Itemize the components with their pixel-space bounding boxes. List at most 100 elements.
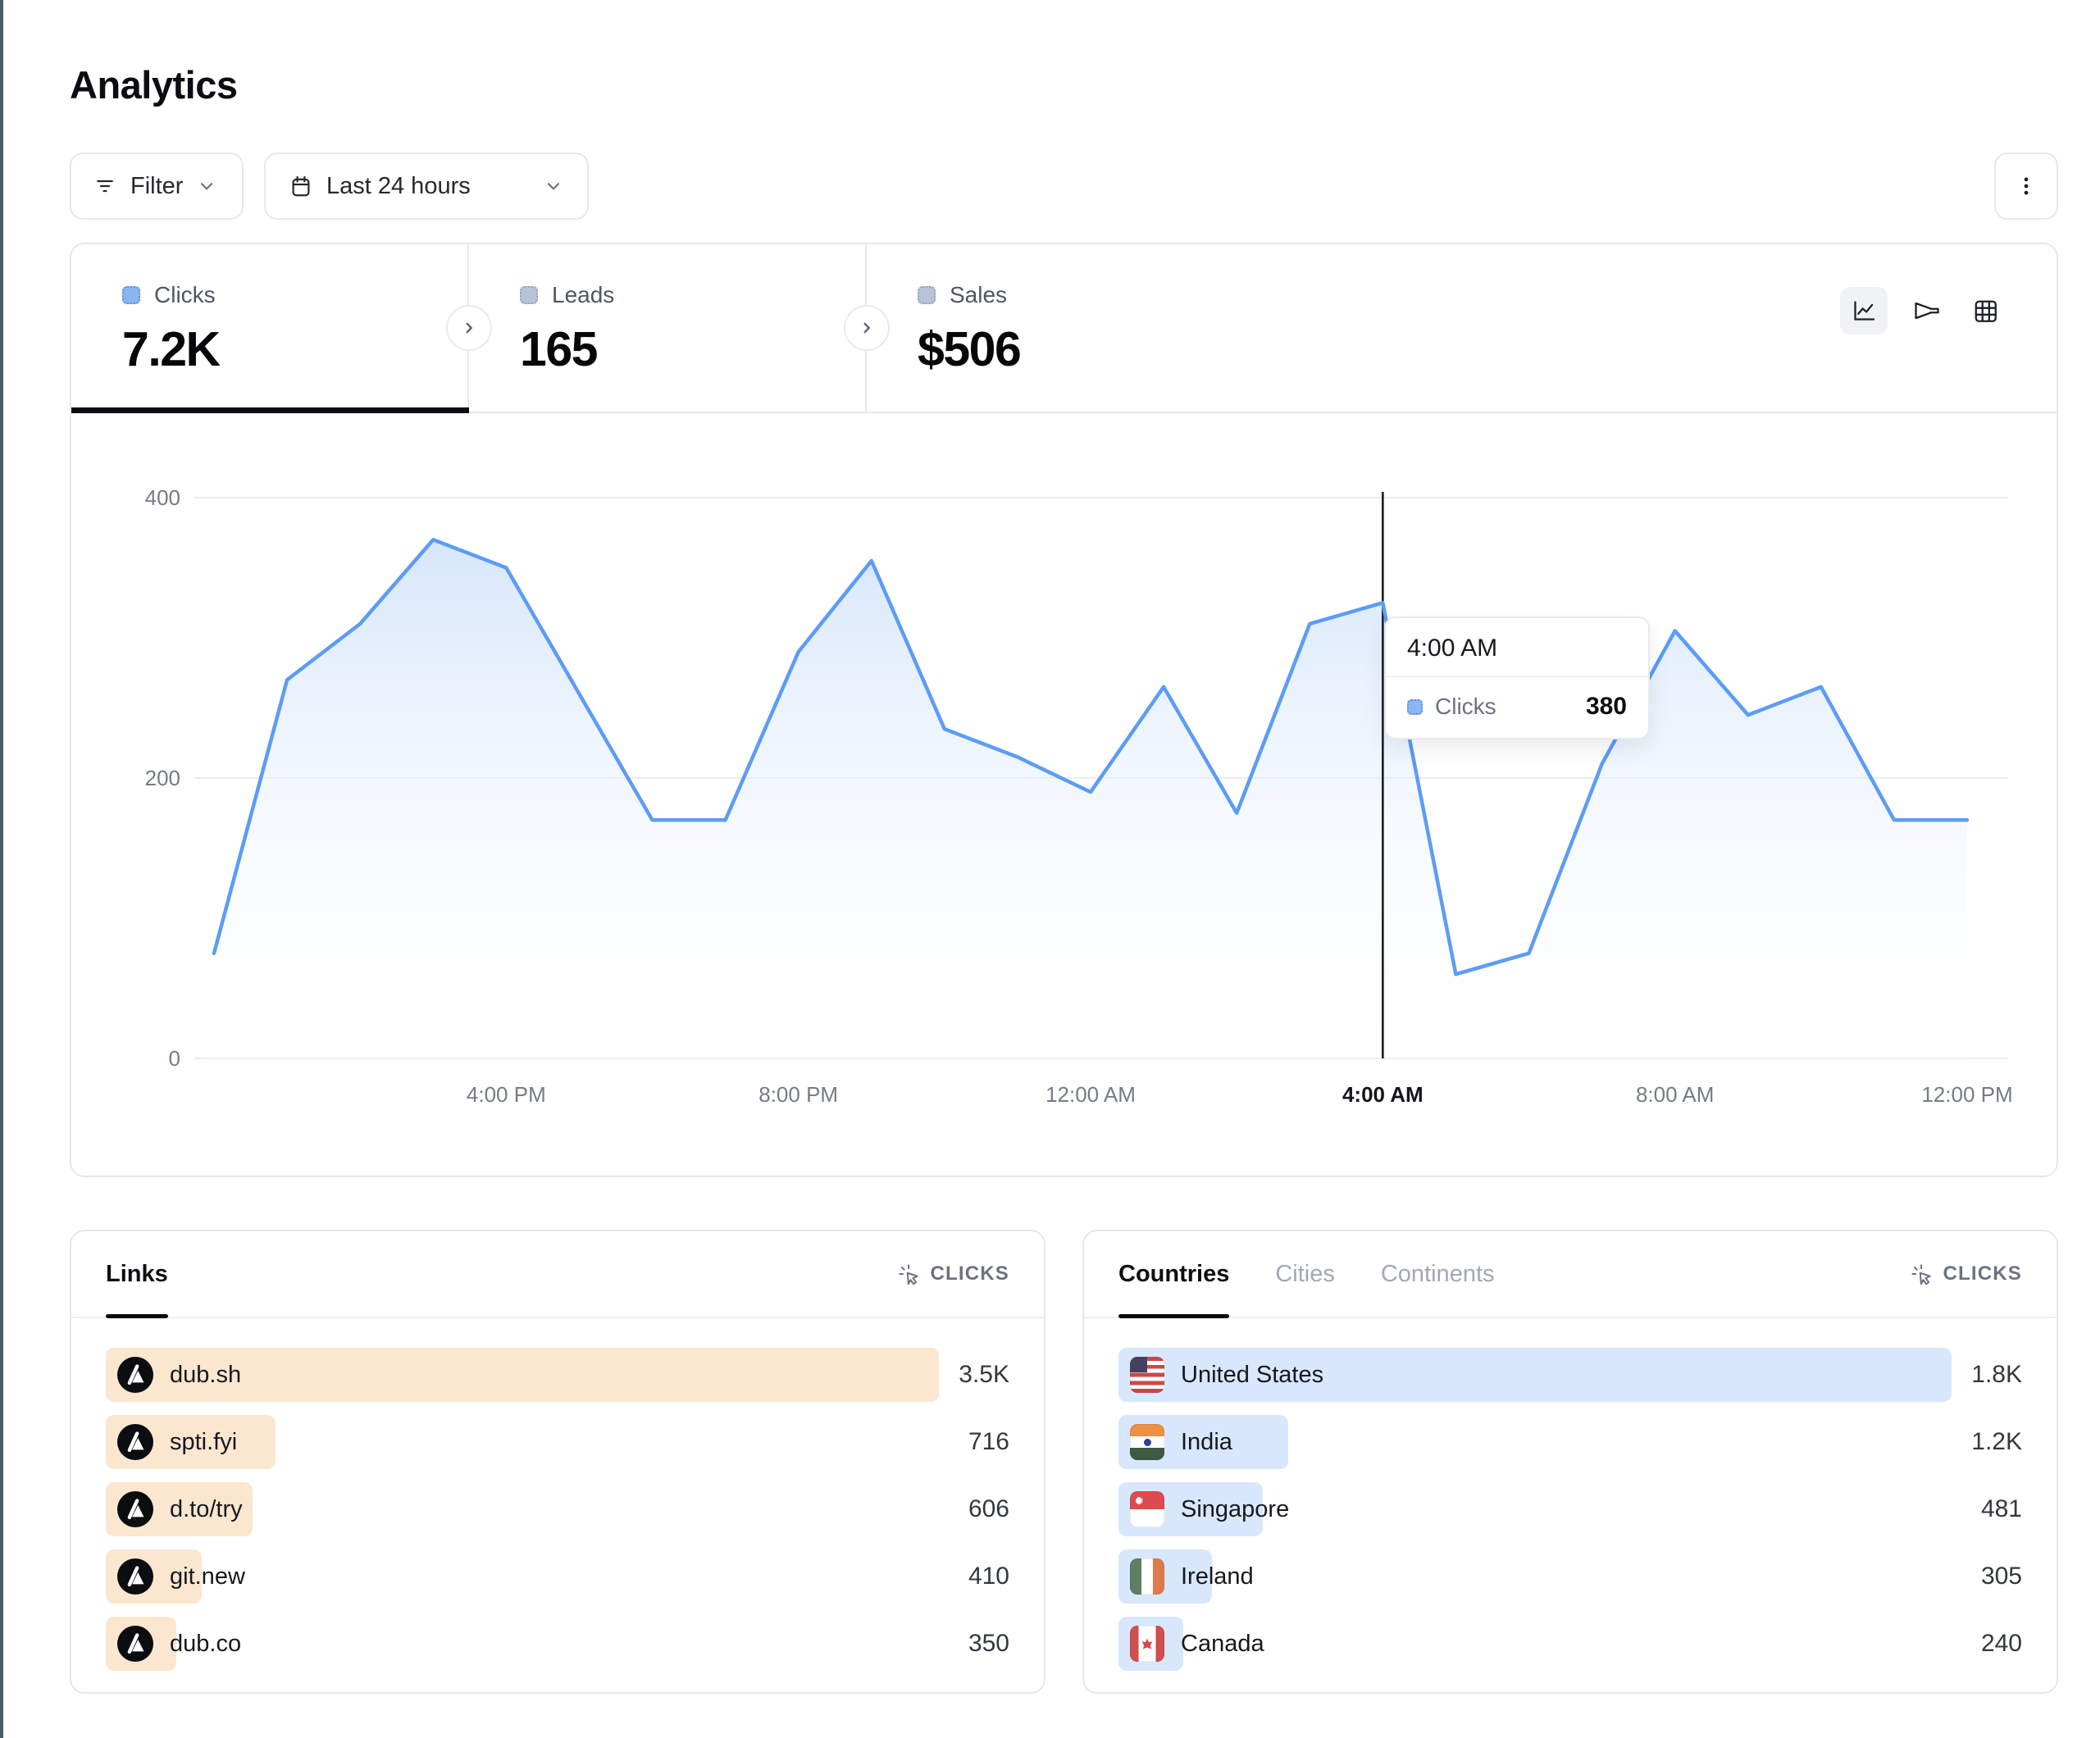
dub-logo	[117, 1424, 153, 1460]
filter-button[interactable]: Filter	[70, 152, 244, 220]
chevron-down-icon	[543, 175, 564, 197]
table-icon	[1970, 296, 2000, 325]
chevron-down-icon	[196, 175, 217, 197]
links-panel: Links CLICKS dub.sh 3.5K spti.fyi 716 d.to/t…	[70, 1230, 1045, 1694]
countries-metric-label: CLICKS	[1943, 1263, 2022, 1285]
y-axis-tick: 0	[169, 1046, 180, 1071]
row-value: 305	[1980, 1563, 2022, 1590]
tooltip-value: 380	[1585, 693, 1627, 720]
table-row[interactable]: spti.fyi 716	[106, 1415, 1009, 1469]
clicks-chart[interactable]: 0 200 400 4:00 PM 8:00 PM 12:00 AM 4:00 AM 8:00…	[71, 412, 2060, 1177]
line-chart-view-button[interactable]	[1840, 287, 1888, 334]
date-range-button[interactable]: Last 24 hours	[264, 152, 589, 220]
y-axis-tick: 200	[145, 766, 180, 790]
row-name: spti.fyi	[170, 1428, 238, 1455]
tab-continents-label: Continents	[1380, 1260, 1495, 1287]
table-row[interactable]: Ireland 305	[1118, 1549, 2022, 1604]
x-axis-tick: 4:00 PM	[467, 1082, 546, 1107]
row-name: Ireland	[1181, 1563, 1254, 1590]
row-name: d.to/try	[170, 1495, 243, 1522]
chart-view-switcher	[1840, 287, 2009, 334]
countries-metric-toggle[interactable]: CLICKS	[1909, 1262, 2022, 1286]
clicks-value: 7.2K	[122, 322, 221, 376]
tooltip-time: 4:00 AM	[1386, 618, 1648, 677]
funnel-chart-icon	[1910, 296, 1939, 325]
stat-tab-leads[interactable]: Leads 165	[469, 244, 867, 412]
tab-cities[interactable]: Cities	[1275, 1231, 1335, 1317]
row-name: dub.sh	[170, 1361, 242, 1388]
tab-countries-label: Countries	[1118, 1260, 1230, 1287]
row-value: 240	[1980, 1630, 2022, 1657]
x-axis-tick: 8:00 PM	[758, 1082, 838, 1107]
dub-logo	[117, 1491, 153, 1527]
table-row[interactable]: Singapore 481	[1118, 1482, 2022, 1536]
leads-legend-swatch	[520, 286, 538, 304]
leads-value: 165	[520, 322, 598, 376]
table-row[interactable]: Canada 240	[1118, 1617, 2022, 1671]
stat-label: Clicks	[154, 282, 216, 307]
chevron-right-icon	[858, 319, 876, 337]
row-value: 481	[1980, 1495, 2022, 1522]
sales-legend-swatch	[918, 286, 936, 304]
table-row[interactable]: dub.sh 3.5K	[106, 1348, 1009, 1402]
stats-tabs-row: Clicks 7.2K Leads 165 Sales $506	[71, 244, 2057, 413]
links-metric-toggle[interactable]: CLICKS	[896, 1262, 1009, 1286]
flag-ca-icon	[1130, 1626, 1164, 1662]
tab-cities-label: Cities	[1275, 1260, 1335, 1287]
sales-value: $506	[918, 322, 1022, 376]
table-view-button[interactable]	[1961, 287, 2009, 334]
dub-logo	[117, 1626, 153, 1662]
tab-countries[interactable]: Countries	[1118, 1231, 1230, 1318]
row-name: Singapore	[1181, 1495, 1290, 1522]
stat-label: Sales	[950, 282, 1008, 307]
expand-sales-button[interactable]	[844, 305, 890, 351]
links-metric-label: CLICKS	[930, 1263, 1009, 1285]
funnel-chart-view-button[interactable]	[1901, 287, 1948, 334]
table-row[interactable]: git.new 410	[106, 1549, 1009, 1604]
row-value: 1.2K	[1971, 1428, 2022, 1455]
row-name: India	[1181, 1428, 1232, 1455]
flag-sg-icon	[1130, 1491, 1164, 1527]
tab-links-label: Links	[106, 1260, 168, 1287]
value-bar	[106, 1348, 939, 1402]
flag-us-icon	[1130, 1357, 1164, 1393]
tab-links[interactable]: Links	[106, 1231, 168, 1318]
tab-continents[interactable]: Continents	[1381, 1231, 1495, 1317]
active-tab-underline	[71, 407, 469, 413]
stat-tab-sales[interactable]: Sales $506	[867, 244, 1441, 412]
expand-leads-button[interactable]	[446, 305, 492, 351]
clicks-line-series	[212, 538, 1970, 976]
row-value: 1.8K	[1971, 1361, 2022, 1388]
table-row[interactable]: d.to/try 606	[106, 1482, 1009, 1536]
row-name: Canada	[1181, 1630, 1264, 1657]
row-value: 606	[968, 1495, 1009, 1522]
row-value: 3.5K	[959, 1361, 1009, 1388]
table-row[interactable]: United States 1.8K	[1118, 1348, 2022, 1402]
row-name: United States	[1181, 1361, 1324, 1388]
row-name: git.new	[170, 1563, 245, 1590]
stat-label: Leads	[552, 282, 615, 307]
x-axis-tick: 12:00 AM	[1045, 1082, 1136, 1107]
cursor-click-icon	[896, 1262, 921, 1286]
tooltip-legend-swatch	[1407, 698, 1423, 715]
area-fill	[214, 539, 1967, 1058]
table-row[interactable]: dub.co 350	[106, 1617, 1009, 1671]
x-axis-tick: 4:00 AM	[1342, 1082, 1424, 1107]
row-value: 350	[968, 1630, 1009, 1657]
tooltip-series-label: Clicks	[1435, 694, 1496, 719]
page-title: Analytics	[70, 63, 238, 107]
date-range-label: Last 24 hours	[326, 172, 471, 199]
value-bar	[1118, 1348, 1952, 1402]
line-chart-icon	[1849, 296, 1879, 325]
filter-button-label: Filter	[130, 172, 184, 199]
table-row[interactable]: India 1.2K	[1118, 1415, 2022, 1469]
chart-tooltip: 4:00 AM Clicks 380	[1384, 616, 1650, 739]
y-axis-tick: 400	[145, 485, 180, 510]
more-options-button[interactable]	[1994, 152, 2058, 220]
stat-tab-clicks[interactable]: Clicks 7.2K	[71, 244, 469, 412]
countries-rows: United States 1.8K India 1.2K Singapore 481 Ir…	[1118, 1348, 2022, 1684]
x-axis-tick: 12:00 PM	[1921, 1082, 2012, 1107]
row-value: 410	[968, 1563, 1009, 1590]
row-name: dub.co	[170, 1630, 242, 1657]
links-rows: dub.sh 3.5K spti.fyi 716 d.to/try 606 git.new 4…	[106, 1348, 1009, 1684]
